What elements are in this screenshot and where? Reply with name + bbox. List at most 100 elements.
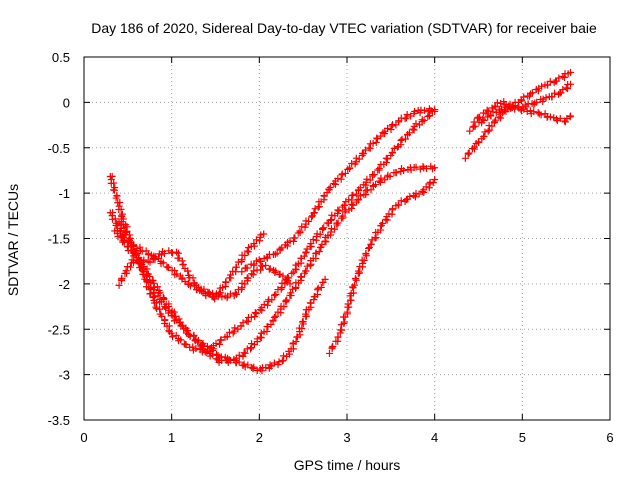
data-point	[264, 301, 272, 309]
data-point	[176, 318, 184, 326]
data-point	[375, 177, 383, 185]
y-axis-label: SDTVAR / TECUs	[5, 184, 21, 296]
data-point	[431, 176, 439, 184]
data-point	[475, 139, 483, 147]
data-point	[359, 259, 367, 267]
data-point	[366, 176, 374, 184]
data-point	[491, 103, 499, 111]
data-point	[316, 230, 324, 238]
data-point	[544, 81, 552, 89]
data-point	[325, 349, 333, 357]
data-point	[344, 300, 352, 308]
data-point	[355, 269, 363, 277]
data-point	[356, 184, 364, 192]
data-point	[277, 285, 285, 293]
data-point	[492, 109, 500, 117]
data-point	[282, 297, 290, 305]
data-point	[149, 276, 157, 284]
data-point	[209, 351, 217, 359]
data-point	[389, 205, 397, 213]
data-point	[370, 171, 378, 179]
data-point	[308, 213, 316, 221]
data-point	[567, 68, 575, 76]
data-point	[340, 201, 348, 209]
data-point	[252, 236, 260, 244]
data-point	[136, 263, 144, 271]
data-point	[331, 225, 339, 233]
data-point	[559, 86, 567, 94]
data-point	[400, 167, 408, 175]
data-point	[249, 365, 257, 373]
data-point	[480, 133, 488, 141]
data-point	[302, 267, 310, 275]
data-point	[271, 291, 279, 299]
data-point	[412, 163, 420, 171]
data-point	[251, 309, 259, 317]
data-point	[270, 313, 278, 321]
data-point	[300, 252, 308, 260]
data-point	[562, 84, 570, 92]
data-point	[238, 268, 246, 276]
data-point	[266, 265, 274, 273]
data-point	[204, 347, 212, 355]
data-point	[312, 249, 320, 257]
data-point	[175, 315, 183, 323]
data-point	[362, 178, 370, 186]
data-point	[405, 129, 413, 137]
data-point	[260, 300, 268, 308]
data-point	[117, 232, 125, 240]
data-point	[307, 299, 315, 307]
data-point	[205, 289, 213, 297]
data-point	[116, 198, 124, 206]
data-point	[317, 244, 325, 252]
data-point	[470, 143, 478, 151]
data-point	[272, 267, 280, 275]
data-point	[150, 279, 158, 287]
data-point	[153, 283, 161, 291]
data-point	[341, 169, 349, 177]
data-point	[526, 107, 534, 115]
data-point	[397, 136, 405, 144]
data-point	[232, 263, 240, 271]
data-point	[349, 201, 357, 209]
data-point	[211, 295, 219, 303]
data-point	[297, 273, 305, 281]
data-point	[302, 310, 310, 318]
data-point	[487, 112, 495, 120]
data-point	[256, 257, 264, 265]
data-point	[390, 144, 398, 152]
data-point	[305, 217, 313, 225]
data-point	[352, 190, 360, 198]
data-point	[542, 94, 550, 102]
data-point	[177, 336, 185, 344]
data-point	[379, 220, 387, 228]
data-point	[108, 172, 116, 180]
data-point	[113, 229, 121, 237]
data-point	[365, 244, 373, 252]
data-point	[397, 168, 405, 176]
data-point	[548, 93, 556, 101]
series-track-f	[238, 105, 439, 276]
x-axis-label: GPS time / hours	[294, 457, 401, 473]
data-point	[326, 183, 334, 191]
y-tick-label: -2.5	[48, 322, 70, 337]
data-point	[325, 185, 333, 193]
data-point	[127, 263, 135, 271]
data-point	[334, 333, 342, 341]
data-point	[255, 256, 263, 264]
data-point	[298, 324, 306, 332]
data-point	[167, 329, 175, 337]
data-point	[146, 258, 154, 266]
data-point	[411, 108, 419, 116]
data-point	[388, 149, 396, 157]
data-point	[476, 113, 484, 121]
data-point	[362, 146, 370, 154]
data-point	[309, 236, 317, 244]
data-point	[314, 284, 322, 292]
data-point	[488, 122, 496, 130]
data-point	[151, 292, 159, 300]
data-point	[267, 362, 275, 370]
data-point	[337, 175, 345, 183]
data-point	[252, 310, 260, 318]
chart-title: Day 186 of 2020, Sidereal Day-to-day VTE…	[91, 20, 597, 36]
